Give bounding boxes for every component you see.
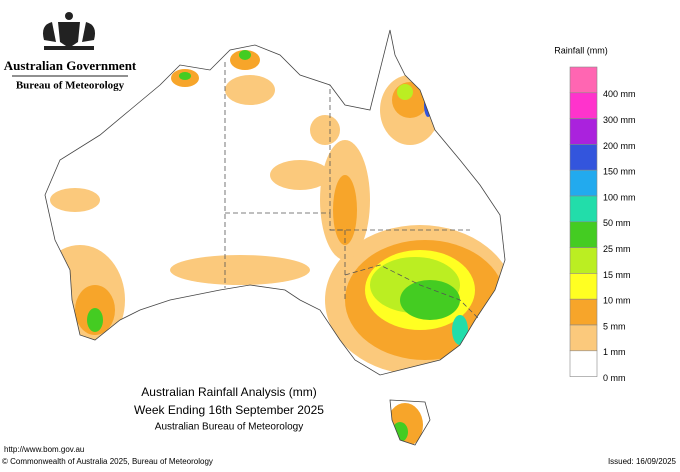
footer-issued: Issued: 16/09/2025 — [608, 457, 677, 466]
legend-label: 50 mm — [603, 218, 631, 228]
legend-title: Rainfall (mm) — [554, 45, 608, 55]
legend-swatch — [569, 298, 598, 326]
legend-label: 5 mm — [603, 321, 626, 331]
legend-label: 100 mm — [603, 192, 636, 202]
legend-label: 25 mm — [603, 244, 631, 254]
legend-label: 0 mm — [603, 373, 626, 383]
map-source: Australian Bureau of Meteorology — [155, 422, 303, 433]
legend-label: 300 mm — [603, 115, 636, 125]
legend-label: 15 mm — [603, 270, 631, 280]
agency-name: Bureau of Meteorology — [16, 80, 125, 92]
legend-swatch — [569, 169, 598, 197]
map-subtitle: Week Ending 16th September 2025 — [134, 403, 324, 417]
legend: 400 mm 300 mm 200 mm 150 mm 100 mm 50 mm 25 mm… — [569, 66, 636, 383]
legend-swatch — [569, 92, 598, 119]
legend-swatch — [569, 221, 598, 248]
legend-swatch — [569, 118, 598, 145]
legend-swatch — [569, 324, 598, 352]
legend-swatch — [569, 144, 598, 171]
legend-label: 10 mm — [603, 296, 631, 306]
legend-swatch — [569, 195, 598, 223]
coastline — [44, 29, 506, 446]
legend-swatch — [569, 350, 598, 377]
state-borders — [224, 62, 479, 319]
legend-label: 400 mm — [603, 89, 636, 99]
legend-label: 200 mm — [603, 141, 636, 151]
legend-swatch — [569, 273, 598, 300]
coat-of-arms — [43, 12, 95, 50]
legend-swatch — [569, 247, 598, 274]
map-title: Australian Rainfall Analysis (mm) — [141, 385, 316, 399]
footer-copyright: © Commonwealth of Australia 2025, Bureau… — [2, 457, 213, 466]
legend-label: 150 mm — [603, 167, 636, 177]
legend-label: 1 mm — [603, 347, 626, 357]
legend-swatch — [569, 66, 598, 94]
government-name: Australian Government — [4, 58, 137, 73]
footer-url: http://www.bom.gov.au — [4, 445, 84, 454]
